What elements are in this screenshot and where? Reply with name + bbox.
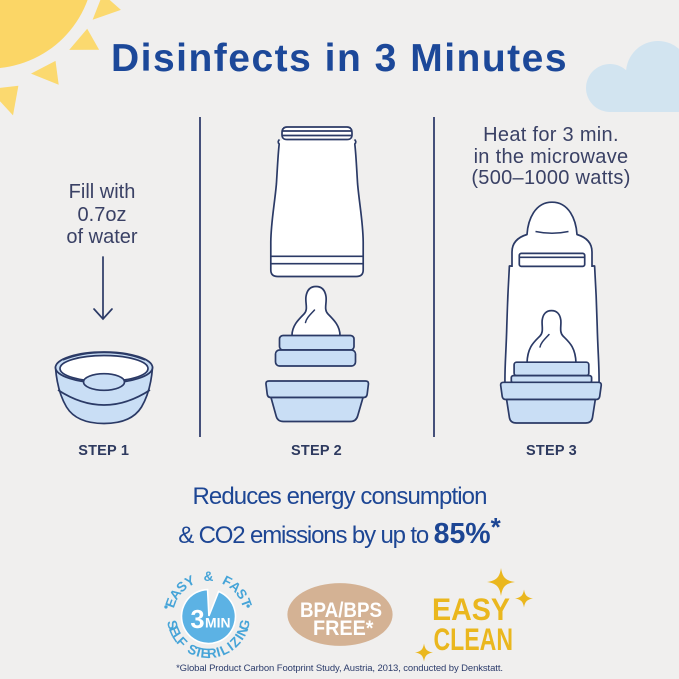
svg-text:I: I — [232, 631, 247, 642]
svg-text:FREE*: FREE* — [313, 616, 374, 640]
svg-text:R: R — [206, 645, 217, 661]
svg-text:E: E — [200, 645, 210, 661]
svg-text:BPA/BPS: BPA/BPS — [300, 598, 382, 622]
svg-text:3: 3 — [190, 606, 204, 634]
svg-text:G: G — [236, 618, 253, 632]
svg-text:CLEAN: CLEAN — [434, 621, 514, 657]
svg-text:&: & — [203, 569, 213, 584]
svg-text:EASY: EASY — [432, 591, 510, 627]
svg-text:I: I — [224, 639, 236, 653]
svg-text:MIN: MIN — [205, 615, 231, 630]
svg-text:S: S — [164, 618, 181, 630]
svg-text:I: I — [214, 644, 222, 659]
